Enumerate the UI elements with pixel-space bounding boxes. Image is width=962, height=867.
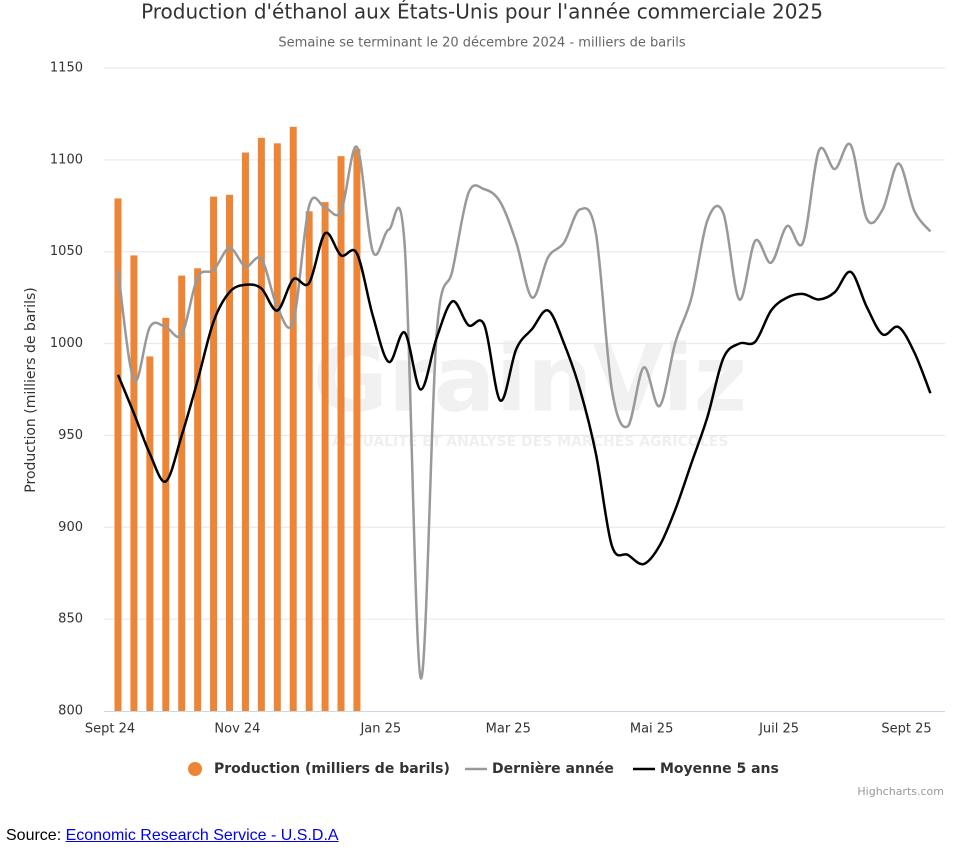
x-tick-label: Nov 24	[214, 722, 260, 737]
y-tick-label: 1050	[50, 244, 83, 259]
legend-label: Dernière année	[492, 761, 614, 777]
x-tick-label: Mar 25	[486, 722, 531, 737]
y-tick-label: 1150	[50, 61, 83, 76]
bar	[321, 202, 329, 711]
bar	[353, 148, 361, 711]
legend-label: Production (milliers de barils)	[214, 761, 450, 777]
source: Source: Economic Research Service - U.S.…	[6, 827, 339, 845]
bar	[289, 126, 297, 711]
line	[116, 142, 932, 680]
source-link[interactable]: Economic Research Service - U.S.D.A	[65, 827, 339, 844]
bar	[273, 143, 281, 711]
y-tick-label: 950	[58, 428, 83, 443]
legend-label: Moyenne 5 ans	[660, 761, 779, 777]
chart-title: Production d'éthanol aux États-Unis pour…	[141, 0, 823, 24]
x-tick-label: Juil 25	[758, 722, 799, 737]
bar	[178, 275, 186, 711]
bar	[226, 194, 234, 711]
bar	[337, 156, 345, 711]
y-axis-title: Production (milliers de barils)	[23, 287, 39, 492]
source-label: Source:	[6, 827, 62, 844]
line	[116, 231, 932, 566]
bar	[114, 198, 122, 712]
chart-subtitle: Semaine se terminant le 20 décembre 2024…	[278, 36, 685, 51]
bar	[241, 152, 249, 712]
bar	[305, 211, 313, 711]
y-tick-label: 1100	[50, 152, 83, 167]
y-tick-label: 900	[58, 520, 83, 535]
bar	[146, 356, 154, 711]
x-tick-label: Sept 25	[881, 722, 931, 737]
bar	[257, 137, 265, 712]
bar	[210, 196, 218, 712]
legend-marker	[188, 762, 202, 776]
x-tick-label: Sept 24	[85, 722, 135, 737]
bar	[194, 268, 202, 711]
bar	[162, 317, 170, 711]
x-tick-label: Jan 25	[359, 722, 401, 737]
bar	[130, 255, 138, 712]
credits: Highcharts.com	[857, 785, 944, 798]
x-tick-label: Mai 25	[630, 722, 673, 737]
watermark: GrainViz	[313, 325, 748, 432]
y-tick-label: 1000	[50, 336, 83, 351]
chart: GrainViz Production d'éthanol aux États-U…	[23, 0, 945, 798]
y-tick-label: 800	[58, 704, 83, 719]
y-tick-label: 850	[58, 612, 83, 627]
